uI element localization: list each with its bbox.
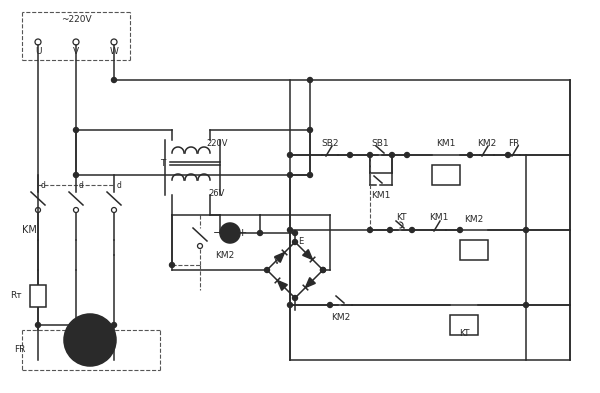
FancyBboxPatch shape [30,285,46,307]
Circle shape [293,231,298,235]
Polygon shape [305,277,316,288]
Circle shape [367,152,373,158]
Circle shape [35,323,41,327]
Text: KM2: KM2 [478,138,497,147]
Text: KM1: KM1 [430,213,449,222]
Circle shape [220,223,240,243]
Text: FR: FR [14,345,25,354]
Text: 220V: 220V [206,138,228,147]
FancyBboxPatch shape [432,165,460,185]
Text: KM2: KM2 [215,252,234,261]
Circle shape [467,152,473,158]
Text: 3~: 3~ [83,343,97,353]
Circle shape [505,152,511,158]
Circle shape [293,239,298,244]
Text: d: d [117,180,122,189]
Circle shape [308,77,313,83]
Text: V: V [73,46,79,55]
Circle shape [64,314,116,366]
Text: KM2: KM2 [464,215,484,224]
Text: T: T [160,158,165,167]
FancyBboxPatch shape [460,240,488,260]
FancyBboxPatch shape [450,315,478,335]
Polygon shape [275,252,284,263]
Text: +: + [238,228,247,238]
Polygon shape [302,250,313,259]
Text: E: E [298,237,303,246]
Circle shape [293,296,298,301]
Circle shape [458,228,463,233]
Text: KT: KT [459,329,469,338]
Text: d: d [41,180,46,189]
Text: KT: KT [396,213,406,222]
Text: 26V: 26V [209,189,225,198]
Circle shape [265,268,269,272]
Text: KM2: KM2 [331,312,350,321]
Text: ~220V: ~220V [61,15,91,24]
Text: V: V [274,257,280,266]
Text: −: − [214,228,223,238]
Text: SB2: SB2 [321,138,339,147]
Circle shape [367,228,373,233]
Circle shape [74,323,79,327]
Polygon shape [277,281,287,290]
Text: KM: KM [22,225,37,235]
Text: SB1: SB1 [371,138,389,147]
Text: FR: FR [508,138,520,147]
Circle shape [388,228,392,233]
Circle shape [287,303,293,307]
Text: A: A [227,228,233,238]
Circle shape [523,228,529,233]
Circle shape [308,127,313,132]
Circle shape [409,228,415,233]
Circle shape [404,152,409,158]
Circle shape [308,173,313,178]
Text: U: U [35,46,41,55]
Text: M: M [85,332,95,342]
Text: d: d [79,180,84,189]
Circle shape [170,263,175,268]
Text: KM1: KM1 [371,191,391,200]
Circle shape [523,303,529,307]
Text: Rт: Rт [10,292,22,301]
Circle shape [320,268,325,272]
Text: W: W [110,46,118,55]
Circle shape [112,323,116,327]
Circle shape [328,303,332,307]
Circle shape [287,228,293,233]
Circle shape [112,77,116,83]
Circle shape [287,173,293,178]
Circle shape [347,152,353,158]
Circle shape [287,152,293,158]
Circle shape [320,268,325,272]
Circle shape [257,231,263,235]
Text: KM1: KM1 [436,140,455,149]
Circle shape [74,173,79,178]
Circle shape [389,152,395,158]
Circle shape [74,127,79,132]
